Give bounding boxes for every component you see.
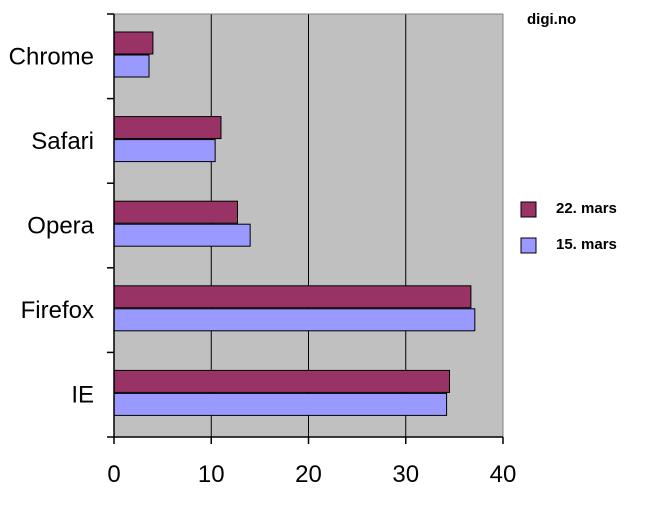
bar-opera-series-1 [113, 200, 239, 224]
bar-chrome-series-2 [113, 54, 150, 78]
x-tick-label-20: 20 [295, 461, 322, 488]
bar-safari-series-1 [113, 116, 222, 140]
bar-ie-series-1 [113, 369, 451, 393]
category-label-opera: Opera [27, 213, 94, 240]
category-label-firefox: Firefox [21, 297, 94, 324]
legend-label-series-1: 22. mars [556, 200, 617, 217]
legend: 22. mars 15. mars [520, 200, 617, 254]
bar-chrome-series-1 [113, 31, 154, 55]
bar-ie-series-2 [113, 392, 448, 416]
bar-safari-series-2 [113, 139, 216, 163]
x-tick-label-40: 40 [490, 461, 517, 488]
category-labels: Chrome Safari Opera Firefox IE [9, 43, 95, 408]
x-tick-label-10: 10 [198, 461, 225, 488]
x-tick-label-0: 0 [107, 461, 120, 488]
legend-swatch-series-1 [520, 201, 537, 218]
legend-swatch-series-2 [520, 237, 537, 254]
category-label-safari: Safari [31, 128, 94, 155]
bar-opera-series-2 [113, 223, 251, 247]
source-label: digi.no [527, 11, 576, 28]
category-label-ie: IE [71, 382, 94, 409]
x-tick-label-30: 30 [392, 461, 419, 488]
grid-lines [114, 13, 504, 437]
bar-firefox-series-1 [113, 285, 472, 309]
bars [113, 31, 476, 416]
category-label-chrome: Chrome [9, 43, 94, 70]
legend-label-series-2: 15. mars [556, 236, 617, 253]
tick-labels: 0 10 20 30 40 [107, 461, 516, 488]
axes [107, 13, 504, 444]
bar-firefox-series-2 [113, 308, 476, 332]
